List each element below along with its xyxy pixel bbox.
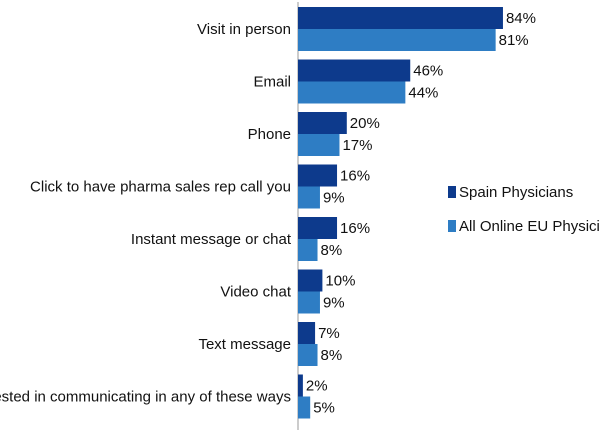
category-label: Text message [198, 336, 291, 353]
data-label: 8% [321, 347, 343, 364]
bar-spain [298, 322, 316, 344]
bar-eu [298, 134, 340, 156]
bar-spain [298, 112, 347, 134]
bar-eu [298, 396, 311, 419]
bars-layer [298, 7, 503, 419]
data-label: 81% [499, 32, 529, 49]
bar-spain [298, 7, 503, 29]
bar-eu [298, 29, 496, 51]
bar-eu [298, 291, 320, 314]
legend-label-eu: All Online EU Physicians [459, 218, 600, 235]
data-label: 46% [413, 63, 443, 80]
category-label: Not interested in communicating in any o… [0, 389, 291, 406]
data-label: 17% [342, 137, 372, 154]
category-label: Click to have pharma sales rep call you [30, 179, 291, 196]
legend: Spain Physicians All Online EU Physician… [448, 184, 600, 235]
data-label: 8% [321, 242, 343, 259]
bar-spain [298, 374, 303, 397]
bar-eu [298, 239, 318, 261]
legend-swatch-spain [448, 186, 456, 198]
category-label: Email [253, 74, 291, 91]
bar-eu [298, 81, 406, 104]
bar-eu [298, 186, 320, 209]
data-label: 44% [408, 85, 438, 102]
data-label: 7% [318, 325, 340, 342]
bar-spain [298, 59, 411, 82]
data-label: 9% [323, 295, 345, 312]
data-label: 20% [350, 115, 380, 132]
legend-label-spain: Spain Physicians [459, 184, 573, 201]
data-label: 10% [325, 273, 355, 290]
bar-spain [298, 269, 323, 292]
bar-spain [298, 217, 338, 239]
category-label: Visit in person [197, 21, 291, 38]
data-label: 5% [313, 400, 335, 417]
data-label: 9% [323, 190, 345, 207]
bar-spain [298, 164, 338, 187]
bar-eu [298, 344, 318, 366]
legend-swatch-eu [448, 220, 456, 232]
data-label: 16% [340, 220, 370, 237]
data-label: 2% [306, 378, 328, 395]
category-label: Phone [248, 126, 291, 143]
labels-layer: Visit in person 84% 81% Email 46% 44% Phone 20%… [0, 10, 536, 417]
data-label: 16% [340, 168, 370, 185]
category-label: Video chat [220, 284, 291, 301]
data-label: 84% [506, 10, 536, 27]
category-label: Instant message or chat [131, 231, 292, 248]
